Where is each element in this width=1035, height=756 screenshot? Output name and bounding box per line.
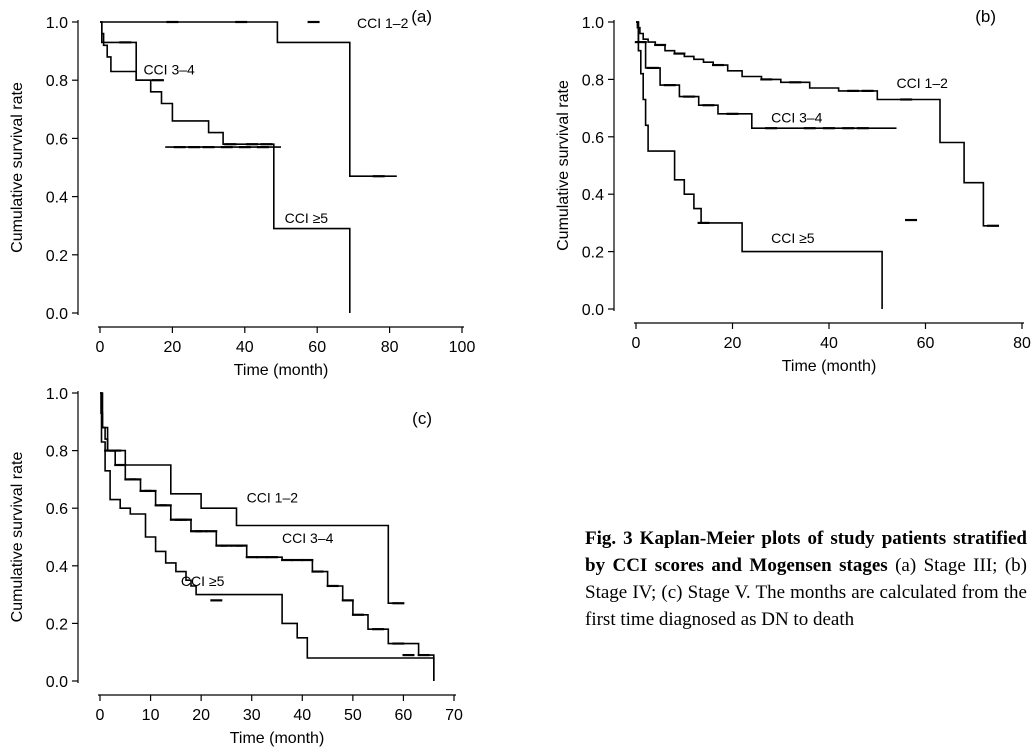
y-tick-label: 0.0: [46, 306, 68, 323]
x-tick-label: 40: [236, 339, 254, 356]
y-tick-label: 0.2: [46, 248, 68, 265]
y-tick-label: 0.4: [582, 187, 604, 204]
x-axis-title: Time (month): [234, 362, 329, 379]
y-axis-title: Cumulative survival rate: [555, 80, 572, 251]
x-tick-label: 50: [344, 707, 362, 724]
x-tick-label: 40: [820, 335, 838, 352]
y-tick-label: 1.0: [46, 386, 68, 403]
curve-label: CCI ≥5: [181, 573, 225, 589]
y-tick-label: 0.0: [582, 302, 604, 319]
curve-label: CCI 1–2: [357, 15, 409, 31]
x-tick-label: 0: [96, 339, 105, 356]
survival-curve-cci-1-2: [100, 21, 397, 177]
y-tick-label: 0.2: [582, 245, 604, 262]
panel-label: (c): [412, 409, 432, 428]
x-tick-label: 80: [381, 339, 399, 356]
y-tick-label: 0.8: [46, 73, 68, 90]
x-tick-label: 60: [308, 339, 326, 356]
y-tick-label: 0.8: [582, 72, 604, 89]
x-tick-label: 20: [164, 339, 182, 356]
km-panel-2: 0.0 0.2 0.4 0.6 0.8 1.0 0 20 40 60 80 Time (month) C…: [555, 7, 1031, 375]
panel-label: (b): [975, 7, 996, 26]
caption-text: (a) Stage III; (b) Stage IV; (c) Stage V…: [585, 555, 1027, 630]
x-axis-title: Time (month): [782, 358, 877, 375]
survival-curve-cci-1-2: [636, 21, 998, 227]
x-tick-label: 10: [142, 707, 160, 724]
survival-curve-cci-5: [636, 21, 883, 309]
survival-curve-cci-5: [100, 21, 351, 313]
y-axis-title: Cumulative survival rate: [9, 452, 26, 623]
curve-label: CCI ≥5: [285, 210, 329, 226]
x-tick-label: 20: [192, 707, 210, 724]
x-tick-label: 0: [632, 335, 641, 352]
x-tick-label: 70: [445, 707, 463, 724]
curve-label: CCI 1–2: [897, 75, 949, 91]
curve-label: CCI 1–2: [247, 489, 299, 505]
x-tick-label: 60: [395, 707, 413, 724]
x-tick-label: 30: [243, 707, 261, 724]
curve-label: CCI 3–4: [771, 109, 823, 125]
y-tick-label: 1.0: [46, 15, 68, 32]
y-tick-label: 0.2: [46, 616, 68, 633]
curve-label: CCI ≥5: [771, 230, 815, 246]
survival-curve-cci-5: [100, 392, 435, 681]
survival-curve-cci-3-4: [636, 21, 897, 129]
caption-title: Fig. 3 Kaplan-Meier plots of study patie…: [585, 528, 1027, 576]
x-tick-label: 60: [917, 335, 935, 352]
y-tick-label: 1.0: [582, 15, 604, 32]
km-panel-1: 0.0 0.2 0.4 0.6 0.8 1.0 0 20 40 60 80 100 Time (mont…: [9, 7, 475, 379]
curve-label: CCI 3–4: [282, 530, 334, 546]
y-tick-label: 0.4: [46, 559, 68, 576]
x-tick-label: 0: [96, 707, 105, 724]
curve-label: CCI 3–4: [143, 61, 195, 77]
x-tick-label: 40: [293, 707, 311, 724]
y-tick-label: 0.0: [46, 674, 68, 691]
x-tick-label: 100: [449, 339, 476, 356]
x-tick-label: 80: [1013, 335, 1031, 352]
y-tick-label: 0.4: [46, 190, 68, 207]
y-tick-label: 0.6: [582, 130, 604, 147]
x-tick-label: 20: [724, 335, 742, 352]
x-axis-title: Time (month): [230, 730, 325, 747]
y-tick-label: 0.6: [46, 501, 68, 518]
y-tick-label: 0.6: [46, 131, 68, 148]
y-axis-title: Cumulative survival rate: [9, 82, 26, 253]
y-tick-label: 0.8: [46, 444, 68, 461]
figure-caption: Fig. 3 Kaplan-Meier plots of study patie…: [585, 525, 1027, 633]
km-panel-3: 0.0 0.2 0.4 0.6 0.8 1.0 0 10 20 30 40 50 60 70 Time (m…: [9, 386, 463, 747]
panel-label: (a): [411, 7, 432, 26]
